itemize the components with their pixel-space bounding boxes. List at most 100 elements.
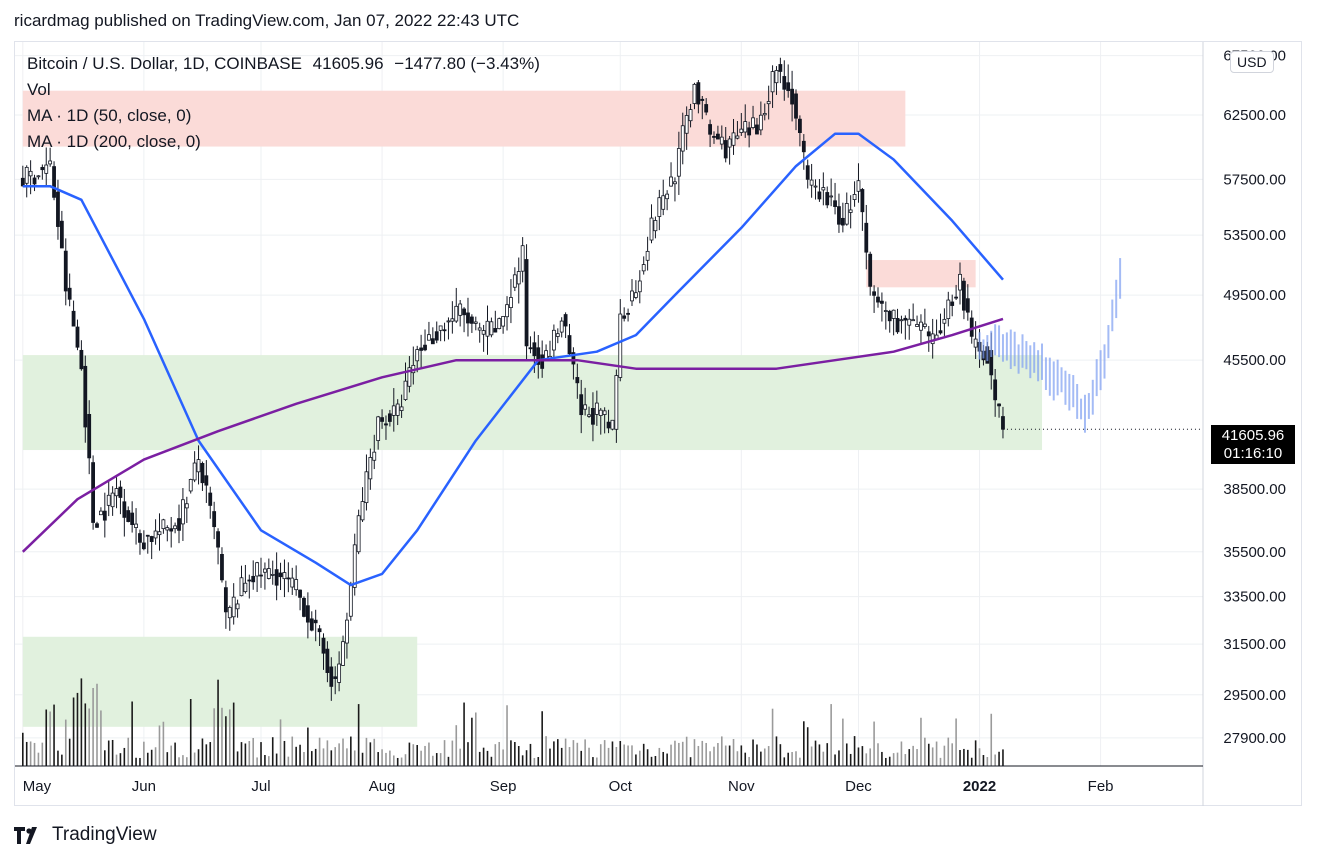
- candle-body: [950, 301, 955, 306]
- candle-body: [739, 128, 744, 133]
- candle-body: [485, 320, 490, 337]
- candle-body: [774, 70, 779, 84]
- ma200-line: [21, 317, 1004, 553]
- candle-body: [907, 318, 912, 326]
- candle-body: [387, 413, 392, 422]
- candle-body: [915, 324, 919, 327]
- candle-body: [665, 193, 670, 200]
- candle-body: [235, 603, 240, 610]
- candle-body: [419, 347, 424, 351]
- candle-body: [114, 488, 119, 497]
- candle-body: [876, 296, 880, 303]
- candle-body: [134, 523, 138, 528]
- candle-body: [52, 166, 56, 198]
- candle-body: [391, 405, 396, 416]
- candle-body: [630, 290, 634, 302]
- candle-body: [251, 575, 256, 583]
- candle-body: [762, 113, 767, 116]
- candle-body: [493, 328, 498, 333]
- candle-body: [962, 280, 966, 311]
- x-tick-label: Jun: [132, 778, 156, 795]
- legend-volume[interactable]: Vol: [27, 80, 51, 99]
- candle-body: [505, 304, 509, 318]
- x-tick-label: Nov: [728, 778, 755, 795]
- candle-body: [926, 331, 931, 337]
- candle-body: [126, 510, 131, 522]
- candle-body: [911, 319, 916, 322]
- candle-body: [305, 605, 310, 623]
- candle-body: [462, 308, 466, 316]
- candle-body: [919, 321, 923, 331]
- candle-body: [606, 421, 611, 429]
- candle-body: [473, 321, 478, 324]
- candle-body: [317, 628, 322, 633]
- candle-body: [723, 140, 728, 159]
- candle-body: [770, 71, 775, 93]
- candle-body: [341, 641, 345, 666]
- candle-body: [122, 501, 127, 518]
- candle-body: [466, 312, 470, 324]
- candle-body: [458, 303, 463, 316]
- y-tick-label: 57500.00: [1223, 171, 1286, 188]
- candle-body: [157, 531, 162, 536]
- x-tick-label: Jul: [251, 778, 270, 795]
- candle-body: [676, 148, 681, 177]
- candle-body: [661, 195, 666, 210]
- candle-body: [579, 394, 584, 416]
- candle-body: [173, 525, 178, 530]
- legend-ma200[interactable]: MA · 1D (200, close, 0): [27, 132, 201, 151]
- candle-body: [63, 250, 68, 292]
- footer-brand[interactable]: TradingView: [52, 824, 157, 845]
- candle-body: [184, 503, 189, 509]
- y-tick-label: 45500.00: [1223, 352, 1286, 369]
- candle-body: [302, 597, 306, 617]
- candle-body: [598, 409, 603, 416]
- candle-body: [790, 88, 794, 105]
- candle-body: [868, 253, 873, 287]
- candle-body: [294, 579, 299, 591]
- candle-body: [71, 310, 76, 327]
- currency-badge[interactable]: USD: [1230, 51, 1274, 73]
- candle-body: [24, 166, 29, 184]
- candle-body: [716, 133, 720, 140]
- candle-body: [852, 194, 857, 200]
- candle-body: [67, 287, 72, 300]
- candle-body: [743, 121, 748, 133]
- candle-body: [290, 577, 295, 588]
- candle-body: [610, 419, 615, 430]
- y-tick-label: 62500.00: [1223, 107, 1286, 124]
- candle-body: [83, 365, 88, 428]
- y-tick-label: 49500.00: [1223, 287, 1286, 304]
- candle-body: [204, 475, 209, 486]
- candle-body: [356, 515, 361, 553]
- candle-body: [200, 463, 205, 484]
- candle-body: [399, 406, 404, 411]
- candle-body: [231, 596, 236, 618]
- candle-body: [247, 579, 252, 582]
- candle-body: [59, 220, 64, 249]
- candle-body: [325, 648, 330, 673]
- candle-body: [212, 511, 217, 528]
- candle-body: [567, 335, 572, 355]
- candle-body: [438, 325, 443, 331]
- candle-body: [177, 518, 181, 531]
- candle-body: [817, 191, 822, 200]
- candle-body: [454, 305, 459, 322]
- candle-body: [333, 676, 338, 679]
- candle-body: [36, 175, 41, 178]
- candle-body: [801, 140, 806, 153]
- candle-body: [208, 492, 213, 506]
- candle-body: [442, 329, 447, 332]
- candle-body: [965, 298, 970, 313]
- candle-body: [891, 309, 896, 319]
- candle-body: [1001, 416, 1005, 430]
- candle-body: [946, 299, 951, 319]
- candle-body: [520, 245, 525, 272]
- candle-body: [837, 206, 841, 225]
- candle-body: [430, 338, 435, 345]
- legend-ma50[interactable]: MA · 1D (50, close, 0): [27, 106, 192, 125]
- legend-symbol[interactable]: Bitcoin / U.S. Dollar, 1D, COINBASE: [27, 54, 302, 73]
- candle-body: [263, 568, 267, 573]
- candle-body: [395, 403, 400, 416]
